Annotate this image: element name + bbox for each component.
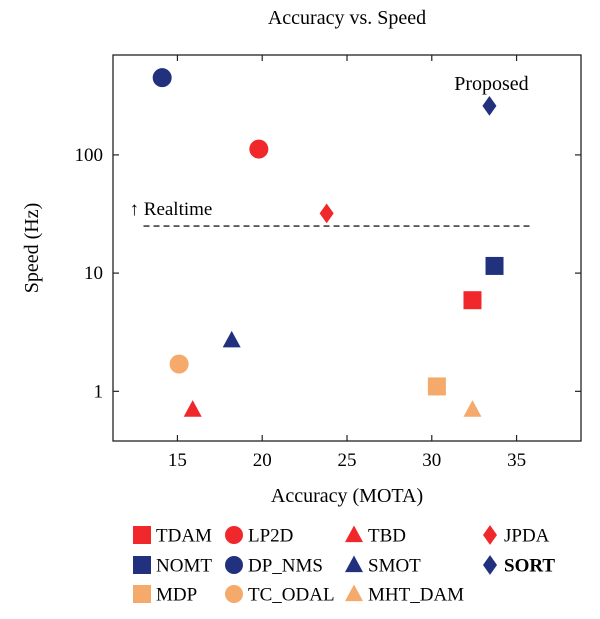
legend-label-tc-odal: TC_ODAL: [248, 585, 335, 606]
legend-label-tbd: TBD: [368, 526, 406, 547]
point-dp-nms: [152, 68, 172, 88]
x-tick-label: 15: [168, 450, 187, 471]
x-tick-label: 35: [507, 450, 526, 471]
point-nomt: [485, 256, 504, 275]
legend-label-lp2d: LP2D: [248, 526, 293, 547]
legend-label-mht-dam: MHT_DAM: [368, 585, 464, 606]
y-tick-label: 1: [94, 381, 104, 402]
legend-marker-dp-nms: [225, 556, 243, 574]
legend-label-sort: SORT: [504, 556, 555, 577]
plot-frame: [112, 54, 582, 442]
point-mht-dam: [463, 400, 482, 417]
y-axis-label: Speed (Hz): [21, 203, 43, 294]
legend-marker-sort: [482, 555, 498, 575]
data-points: [152, 68, 504, 417]
x-tick-label: 20: [253, 450, 272, 471]
x-tick-label: 25: [338, 450, 357, 471]
realtime-label: ↑ Realtime: [130, 199, 213, 220]
x-axis-ticks: 15 20 25 30 35: [168, 55, 526, 471]
point-tdam: [463, 291, 482, 310]
legend-marker-mht-dam: [345, 584, 363, 602]
legend-marker-jpda: [482, 525, 498, 545]
legend-marker-tdam: [133, 526, 151, 544]
point-lp2d: [249, 139, 269, 159]
legend-marker-mdp: [133, 585, 151, 603]
legend-marker-tbd: [345, 525, 363, 543]
y-axis-ticks: 1 10 100: [75, 145, 581, 402]
y-tick-label: 100: [75, 145, 104, 166]
point-smot: [222, 330, 241, 348]
legend-label-dp-nms: DP_NMS: [248, 556, 323, 577]
y-tick-label: 10: [84, 263, 103, 284]
point-tbd: [183, 400, 202, 417]
point-mdp: [427, 377, 446, 396]
legend-label-smot: SMOT: [368, 556, 421, 577]
legend-label-nomt: NOMT: [156, 556, 212, 577]
x-tick-label: 30: [422, 450, 441, 471]
realtime-line-group: ↑ Realtime: [130, 199, 534, 227]
chart-title: Accuracy vs. Speed: [268, 7, 426, 29]
legend-marker-smot: [345, 555, 363, 573]
legend-label-mdp: MDP: [156, 585, 197, 606]
point-jpda: [319, 203, 334, 224]
legend-marker-tc-odal: [225, 585, 243, 603]
point-tc-odal: [169, 354, 189, 374]
point-sort: [482, 95, 497, 116]
legend-label-jpda: JPDA: [504, 526, 550, 547]
legend-marker-lp2d: [225, 526, 243, 544]
legend-marker-nomt: [133, 556, 151, 574]
x-axis-label: Accuracy (MOTA): [271, 485, 423, 507]
legend-label-tdam: TDAM: [156, 526, 212, 547]
annotation-proposed: Proposed: [454, 73, 528, 95]
legend: TDAM LP2D TBD JPDA NOMT DP_NMS SMOT SORT MDP TC_O…: [133, 525, 555, 606]
annotation-group: Proposed: [454, 73, 528, 95]
